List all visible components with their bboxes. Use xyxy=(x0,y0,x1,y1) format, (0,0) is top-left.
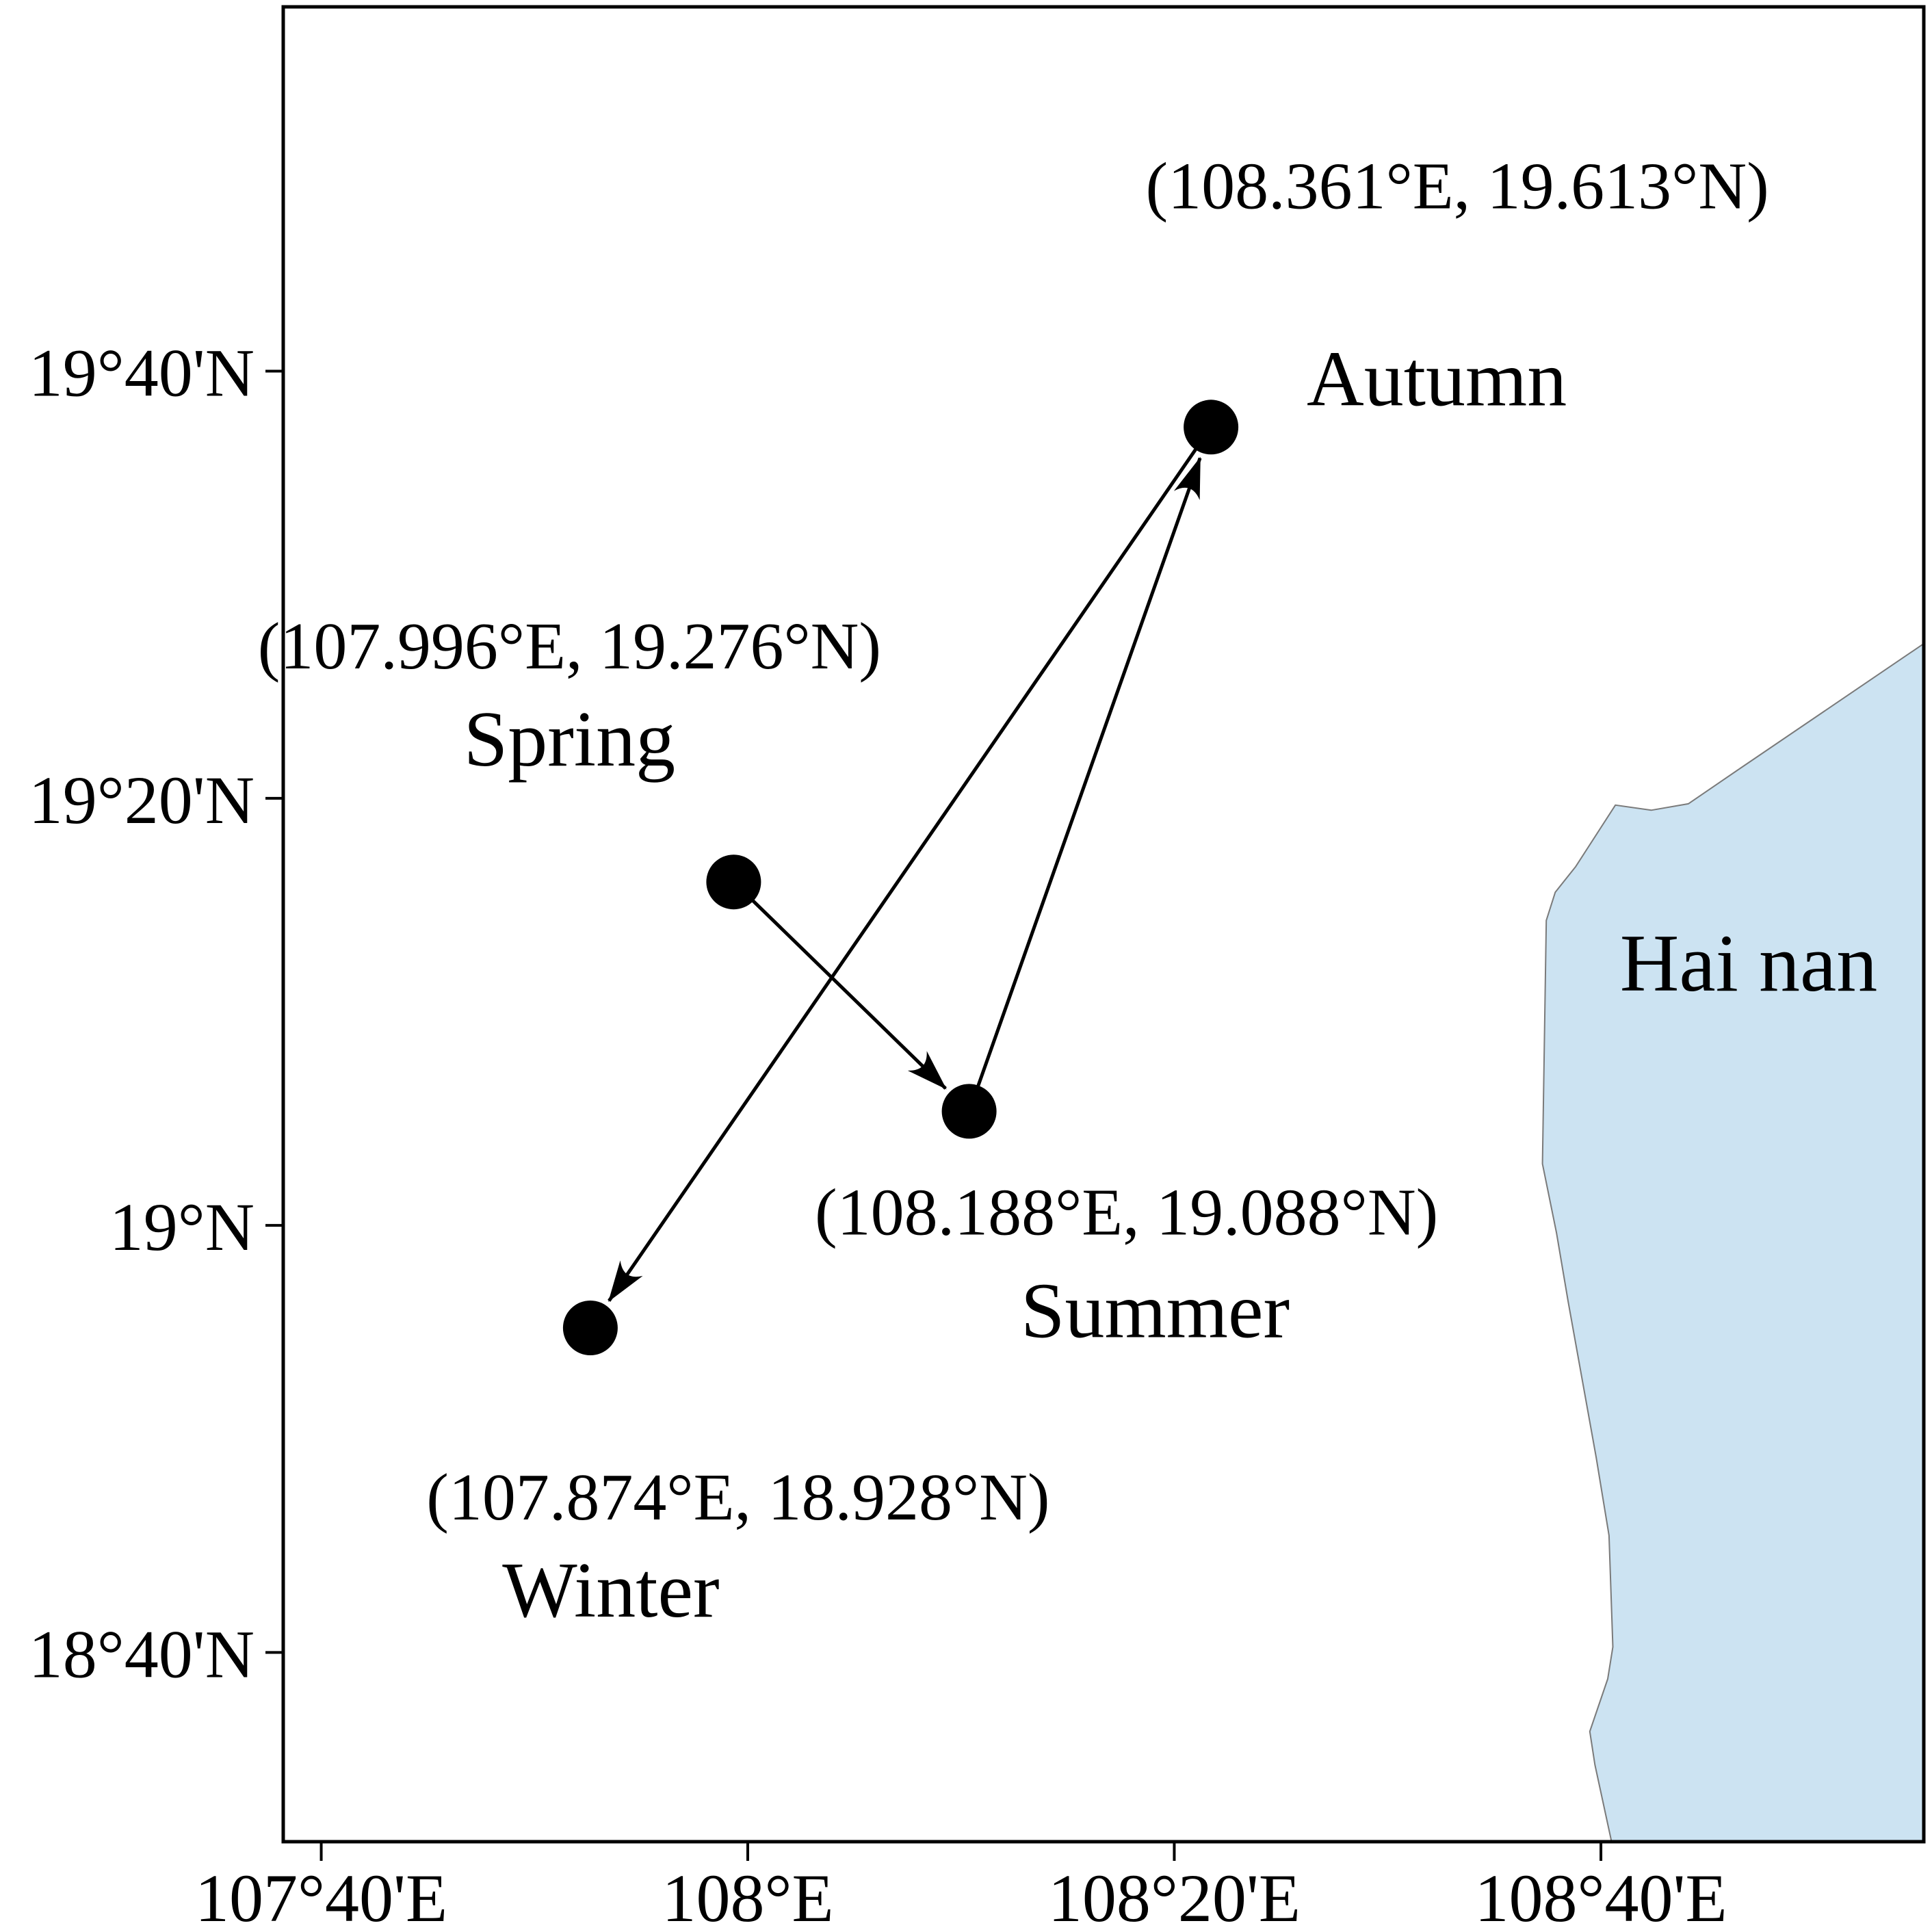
y-tick-label: 19°N xyxy=(109,1189,254,1265)
route-arrow xyxy=(744,892,947,1090)
point-marker xyxy=(562,1301,618,1355)
point-marker xyxy=(941,1084,997,1139)
point-coordinate-label: (107.996°E, 19.276°N) xyxy=(258,610,881,683)
point-coordinate-label: (108.361°E, 19.613°N) xyxy=(1145,149,1768,223)
route-layer xyxy=(608,439,1203,1303)
land-label: Hai nan xyxy=(1620,917,1878,1008)
point-season-label: Spring xyxy=(464,696,675,783)
y-tick-label: 19°20'N xyxy=(29,762,254,838)
point-season-label: Winter xyxy=(502,1547,719,1634)
y-tick-label: 18°40'N xyxy=(29,1616,254,1692)
route-arrow xyxy=(608,439,1203,1303)
point-coordinate-label: (108.188°E, 19.088°N) xyxy=(815,1175,1438,1249)
route-arrow xyxy=(973,456,1202,1097)
map-frame xyxy=(281,5,1926,1844)
axis-layer: 107°40'E 108°E 108°20'E 108°40'E 19°40'N 19°2… xyxy=(29,335,1727,1932)
point-marker xyxy=(1184,400,1239,455)
hainan-land xyxy=(1541,642,1924,1842)
point-season-label: Summer xyxy=(1021,1267,1290,1355)
point-season-label: Autumn xyxy=(1307,335,1567,423)
point-coordinate-label: (107.874°E, 18.928°N) xyxy=(426,1461,1049,1535)
land-layer: Hai nan xyxy=(1541,642,1924,1842)
point-marker xyxy=(706,854,761,910)
x-tick-label: 108°20'E xyxy=(1048,1860,1301,1932)
x-tick-label: 108°40'E xyxy=(1475,1860,1727,1932)
x-tick-label: 108°E xyxy=(662,1860,833,1932)
y-tick-label: 19°40'N xyxy=(29,335,254,410)
x-tick-label: 107°40'E xyxy=(195,1860,447,1932)
point-layer: (107.996°E, 19.276°N) Spring (108.188°E, 1… xyxy=(258,149,1769,1634)
